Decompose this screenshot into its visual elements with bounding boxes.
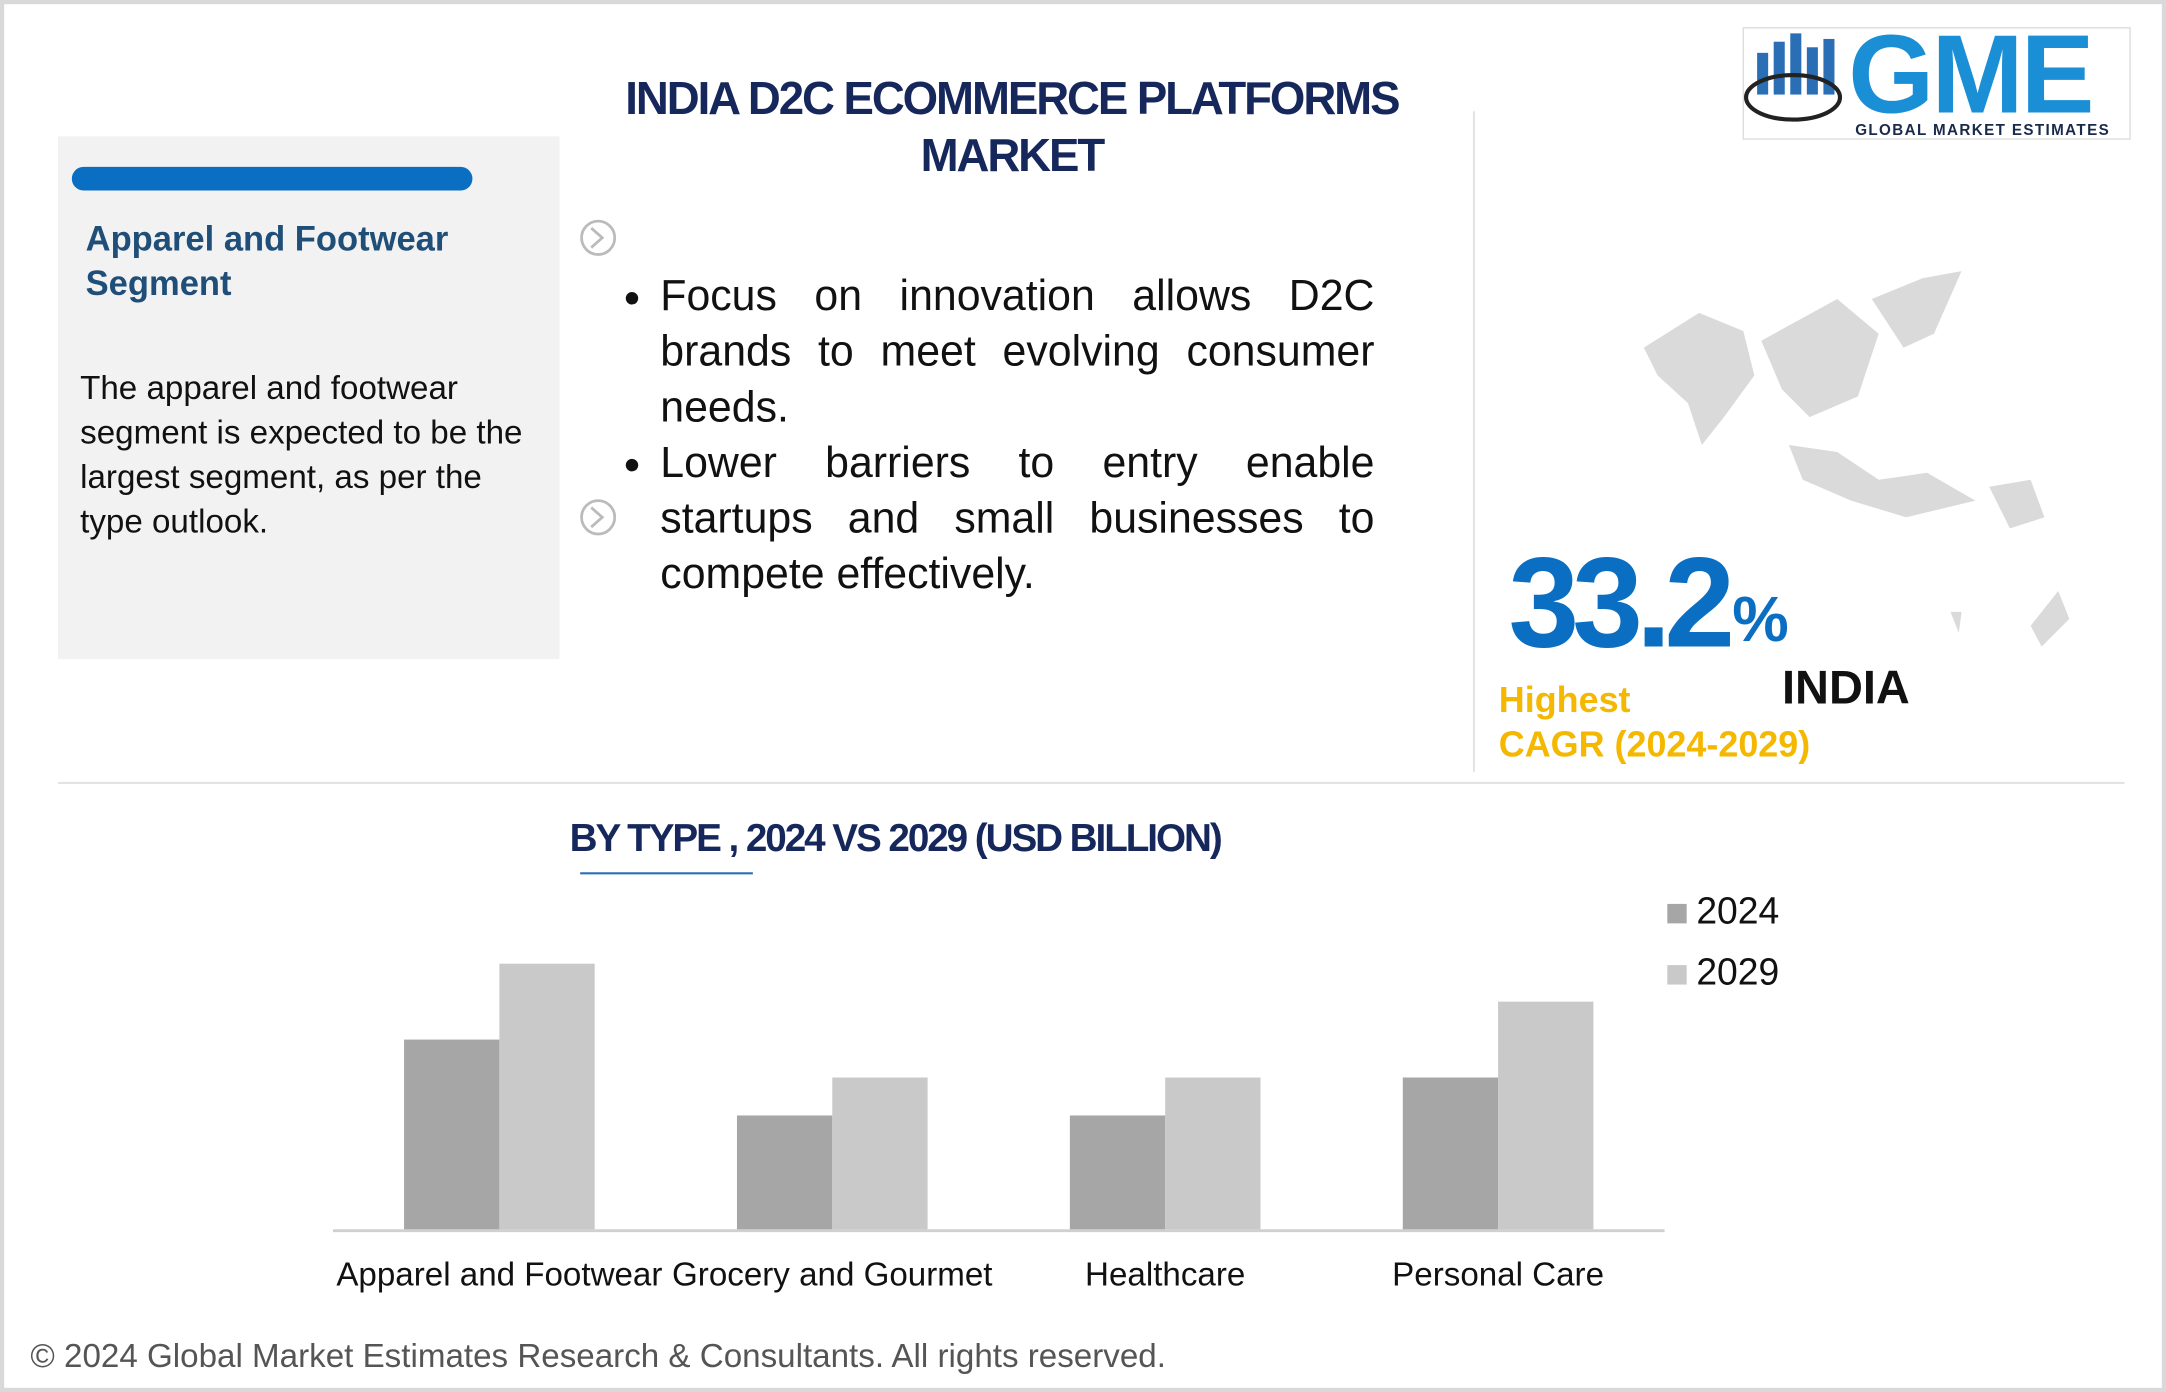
stat-unit: %: [1732, 582, 1789, 655]
legend-swatch: [1667, 965, 1687, 985]
bar: [736, 1115, 833, 1230]
bar: [832, 1077, 928, 1230]
logo-icon: [1757, 33, 1835, 95]
panel-text: The apparel and footwear segment is expe…: [80, 369, 523, 541]
logo-globe: [1743, 73, 1843, 122]
legend-label: 2029: [1696, 951, 1779, 993]
x-tick-label: Personal Care: [1392, 1256, 1604, 1293]
x-tick-label: Apparel and Footwear: [336, 1256, 662, 1293]
bar: [1402, 1077, 1499, 1230]
bar: [1069, 1115, 1166, 1230]
stat-label: Highest: [1498, 678, 1631, 721]
stat-value: 33.2: [1508, 532, 1735, 675]
bullet: Lower barriers to entry enable startups …: [660, 435, 1374, 602]
stat-region: INDIA: [1781, 661, 1910, 715]
legend-swatch: [1667, 903, 1687, 924]
arrow-icon: [580, 219, 617, 536]
chart-title: BY TYPE , 2024 VS 2029 (USD BILLION): [570, 817, 1221, 860]
footer: © 2024 Global Market Estimates Research …: [30, 1337, 1166, 1376]
plot: Apparel and Footwear Grocery and Gourmet H…: [336, 889, 1779, 1293]
panel-accent: [71, 166, 473, 191]
x-tick-label: Healthcare: [1085, 1256, 1245, 1293]
bullet-list: Focus on innovation allows D2C brands to…: [594, 268, 1374, 602]
segment-panel: Apparel and Footwear Segment The apparel…: [58, 136, 560, 660]
x-tick-label: Grocery and Gourmet: [672, 1256, 992, 1293]
panel-title: Apparel and Footwear Segment: [85, 219, 449, 304]
stat-label: CAGR (2024-2029): [1498, 723, 1811, 765]
bar: [1165, 1077, 1261, 1230]
bar: [404, 1039, 500, 1230]
page-title: INDIA D2C ECOMMERCE PLATFORMS MARKET: [625, 72, 1400, 181]
legend-label: 2024: [1696, 889, 1779, 931]
bullet: Focus on innovation allows D2C brands to…: [660, 268, 1374, 435]
logo-text: GME: [1848, 12, 2094, 137]
bar: [499, 963, 595, 1230]
logo-subtext: GLOBAL MARKET ESTIMATES: [1855, 122, 2111, 140]
map: [1643, 271, 2070, 647]
bar: [1498, 1001, 1594, 1230]
